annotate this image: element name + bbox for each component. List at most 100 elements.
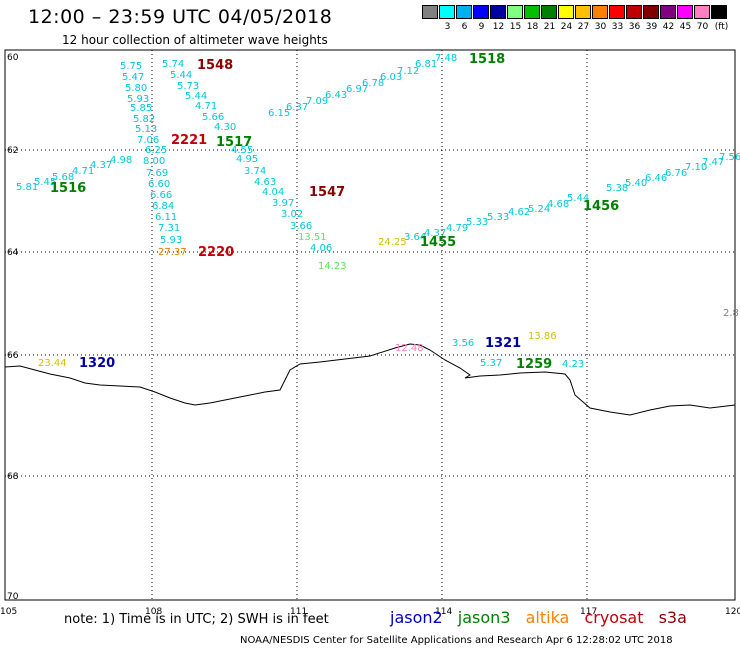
swh-value: 4.98 xyxy=(110,155,132,166)
swh-value: 5.73 xyxy=(177,81,199,92)
swh-value: 6.25 xyxy=(145,145,167,156)
swh-value: 5.93 xyxy=(160,235,182,246)
swh-value: 3.56 xyxy=(452,338,474,349)
swh-value: 5.44 xyxy=(185,91,207,102)
swh-value: 4.79 xyxy=(446,223,468,234)
swh-value: 4.95 xyxy=(236,154,258,165)
scale-label: 33 xyxy=(611,22,624,32)
swh-value: 7.69 xyxy=(146,168,168,179)
y-tick: 62 xyxy=(7,146,18,156)
swh-value: 3.97 xyxy=(272,198,294,209)
y-tick: 68 xyxy=(7,472,19,482)
swh-value: 5.82 xyxy=(133,114,155,125)
swh-value: 5.40 xyxy=(625,178,647,189)
credit-line: NOAA/NESDIS Center for Satellite Applica… xyxy=(240,635,673,646)
swh-value: 6.97 xyxy=(346,84,368,95)
color-scale-legend xyxy=(422,5,728,21)
swh-value: 4.23 xyxy=(562,359,584,370)
x-tick: 108 xyxy=(145,607,162,617)
swh-value: 5.37 xyxy=(480,358,502,369)
pass-time: 1516 xyxy=(50,181,86,196)
swh-value: 27.37 xyxy=(158,247,187,258)
scale-label: 70 xyxy=(696,22,709,32)
swh-value: 6.66 xyxy=(150,190,172,201)
scale-swatch xyxy=(643,5,659,19)
y-tick: 66 xyxy=(7,351,19,361)
swh-value: 13.86 xyxy=(528,331,557,342)
scale-label: 36 xyxy=(628,22,641,32)
pass-time-labels: 1548 1518 2221 1517 1516 1547 1456 1455 … xyxy=(50,52,619,372)
pass-time: 1518 xyxy=(469,52,505,67)
scale-label: 30 xyxy=(594,22,607,32)
scale-swatch xyxy=(456,5,472,19)
swh-value: 5.81 xyxy=(16,182,38,193)
swh-value: 6.81 xyxy=(415,59,437,70)
scale-swatch xyxy=(541,5,557,19)
y-tick: 70 xyxy=(7,592,19,602)
other-values: 27.37 24.25 14.23 13.51 23.44 12.48 13.8… xyxy=(38,232,557,369)
pass-time: 1456 xyxy=(583,199,619,214)
scale-label: 9 xyxy=(478,22,485,32)
swh-value: 5.33 xyxy=(466,217,488,228)
footer-note: note: 1) Time is in UTC; 2) SWH is in fe… xyxy=(64,612,329,627)
scale-swatch xyxy=(626,5,642,19)
pass-time: 2221 xyxy=(171,133,207,148)
swh-value: 6.78 xyxy=(362,78,384,89)
swh-value: 6.03 xyxy=(380,72,402,83)
scale-label: 15 xyxy=(509,22,522,32)
swh-value: 4.06 xyxy=(310,243,332,254)
swh-value: 6.60 xyxy=(148,179,170,190)
swh-value: 4.71 xyxy=(72,166,94,177)
swh-value: 6.84 xyxy=(152,201,174,212)
satellite-s3a: s3a xyxy=(658,608,687,627)
swh-value: 5.85 xyxy=(130,103,152,114)
satellite-jason2: jason2 xyxy=(390,608,443,627)
scale-swatch xyxy=(592,5,608,19)
swh-value: 5.74 xyxy=(162,59,184,70)
scale-label: 18 xyxy=(526,22,539,32)
swh-value: 3.74 xyxy=(244,166,266,177)
coastline xyxy=(4,343,736,416)
satellite-cryosat: cryosat xyxy=(584,608,644,627)
scale-swatch xyxy=(490,5,506,19)
scale-swatch xyxy=(694,5,710,19)
swh-value: 5.68 xyxy=(52,172,74,183)
swh-value: 13.51 xyxy=(298,232,327,243)
scale-swatch xyxy=(609,5,625,19)
swh-value: 5.38 xyxy=(606,183,628,194)
satellite-legend: jason2 jason3 altika cryosat s3a xyxy=(390,608,697,627)
swh-value: 4.63 xyxy=(254,177,276,188)
swh-value: 4.37 xyxy=(90,160,112,171)
x-tick: 120 xyxy=(725,607,740,617)
swh-value: 5.75 xyxy=(120,61,142,72)
swh-value: 4.55 xyxy=(231,145,253,156)
scale-label: 42 xyxy=(662,22,675,32)
scale-swatch xyxy=(558,5,574,19)
scale-label: 6 xyxy=(461,22,468,32)
scale-label: 27 xyxy=(577,22,590,32)
satellite-altika: altika xyxy=(525,608,570,627)
y-tick: 64 xyxy=(7,248,19,258)
satellite-jason3: jason3 xyxy=(457,608,511,627)
scale-label: 45 xyxy=(679,22,692,32)
swh-value: 4.04 xyxy=(262,187,284,198)
swh-value: 2.8 xyxy=(723,308,739,319)
swh-value: 5.44 xyxy=(170,70,192,81)
scale-swatch xyxy=(422,5,438,19)
map-frame xyxy=(4,49,736,601)
swh-value: 5.93 xyxy=(127,94,149,105)
swh-value: 7.06 xyxy=(137,135,159,146)
x-tick: 117 xyxy=(580,607,597,617)
scale-swatch xyxy=(711,5,727,19)
pass-time: 1320 xyxy=(79,356,115,371)
swh-value: 6.11 xyxy=(155,212,177,223)
swh-value: 4.62 xyxy=(508,207,530,218)
swh-value: 7.56 xyxy=(719,152,740,163)
pass-time: 1321 xyxy=(485,336,521,351)
swh-value: 5.66 xyxy=(202,112,224,123)
swh-value: 7.31 xyxy=(158,223,180,234)
swh-value: 7.47 xyxy=(702,157,724,168)
scale-swatch xyxy=(575,5,591,19)
swh-value: 6.43 xyxy=(325,90,347,101)
